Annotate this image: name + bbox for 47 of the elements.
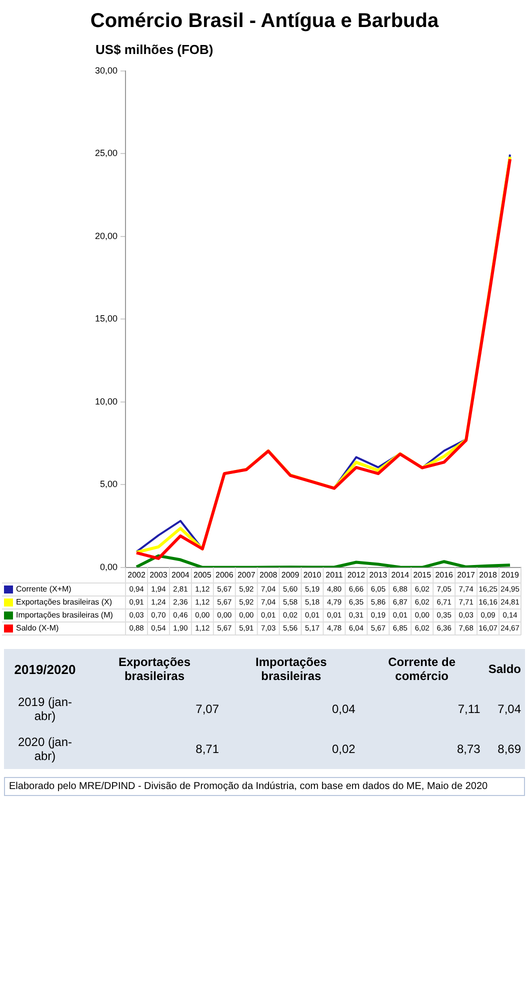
legend-label: Exportações brasileiras (X)	[16, 598, 112, 607]
legend-label: Importações brasileiras (M)	[16, 610, 114, 620]
x-tick-label: 2005	[194, 570, 212, 580]
data-label: 8,69	[496, 741, 522, 758]
x-tick-label: 2015	[413, 570, 432, 580]
y-tick-label: 0,00	[100, 562, 118, 572]
legend-label: Corrente (X+M)	[16, 584, 72, 594]
data-label: 7,07	[194, 701, 220, 718]
data-label: 8,73	[456, 741, 482, 758]
y-tick-label: 30,00	[94, 65, 118, 76]
x-tick-label: 2016	[435, 570, 454, 580]
y-tick-label: 20,00	[94, 230, 118, 241]
legend-label: Saldo (X-M)	[16, 624, 60, 633]
text: Elaborado pelo MRE/DPIND - Divisão de Promoção da Indústria, com base em dados do ME, Maio de 2020	[4, 777, 525, 796]
x-tick-label: 2006	[215, 570, 234, 580]
category-label: Saldo	[487, 661, 522, 678]
x-tick-label: 2007	[237, 570, 256, 580]
y-tick-label: 10,00	[94, 396, 118, 406]
y-tick-label: 25,00	[94, 148, 118, 158]
x-tick-label: 2002	[128, 570, 146, 580]
data-label: 8,71	[194, 741, 220, 758]
y-tick-label: 5,00	[100, 479, 118, 490]
y-axis-title: US$ milhões (FOB)	[96, 42, 214, 58]
category-label: Importações brasileiras	[254, 654, 328, 685]
x-tick-label: 2012	[347, 570, 366, 580]
text: 2020 (jan-abr)	[16, 734, 73, 765]
x-tick-label: 2010	[303, 570, 322, 580]
x-tick-label: 2019	[501, 570, 520, 580]
x-tick-label: 2011	[326, 570, 344, 580]
x-tick-label: 2003	[150, 570, 168, 580]
data-label: 0,04	[331, 701, 356, 718]
chart-title: Comércio Brasil - Antígua e Barbuda	[89, 9, 440, 34]
data-label: 7,04	[496, 701, 522, 718]
x-tick-label: 2004	[172, 570, 190, 580]
series-label: 2019 (jan-abr)	[16, 694, 73, 725]
x-tick-label: 2018	[479, 570, 498, 580]
x-tick-label: 2013	[369, 570, 388, 580]
category-label: Exportações brasileiras	[117, 654, 192, 685]
data-label: 7,11	[456, 701, 482, 718]
x-tick-label: 2014	[391, 570, 410, 580]
category-label: Corrente de comércio	[387, 654, 456, 685]
x-tick-label: 2008	[259, 570, 278, 580]
x-tick-label: 2017	[457, 570, 476, 580]
x-tick-label: 2009	[281, 570, 300, 580]
data-label: 0,02	[331, 741, 356, 758]
text: 2019/2020	[13, 660, 77, 678]
y-tick-label: 15,00	[94, 314, 118, 324]
